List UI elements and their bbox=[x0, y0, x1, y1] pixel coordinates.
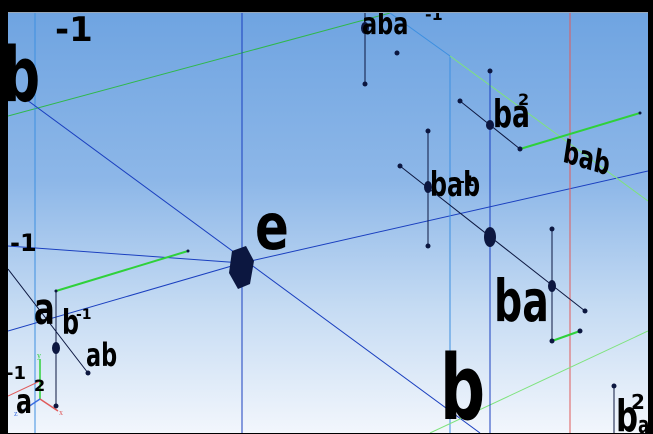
label-b-inv: b bbox=[8, 31, 40, 119]
label-b-inv-small: b bbox=[62, 303, 79, 342]
label-ba: ba bbox=[494, 267, 549, 335]
label-ab: ab bbox=[86, 336, 117, 374]
edge-b-inv-small bbox=[8, 268, 89, 374]
label-b: b bbox=[440, 337, 485, 433]
3d-viewport[interactable]: y x z aba -1 b -1 e ba 2 bab -1 bab ba b… bbox=[8, 12, 648, 433]
node-a bbox=[52, 342, 60, 354]
axis-z-label: z bbox=[14, 409, 18, 418]
node-end-5 bbox=[397, 163, 403, 169]
node-end-1 bbox=[186, 249, 190, 253]
edge-e-right bbox=[241, 170, 648, 264]
label-b-inv-exp: -1 bbox=[55, 13, 93, 50]
label-top-exp: -1 bbox=[425, 13, 443, 24]
node-end-7 bbox=[487, 68, 493, 74]
node-end-4 bbox=[517, 146, 523, 152]
node-end-15 bbox=[394, 50, 400, 56]
label-bab: bab bbox=[561, 132, 613, 183]
label-b2-tail: a bbox=[638, 411, 648, 433]
node-ba2 bbox=[486, 120, 494, 130]
node-end-3 bbox=[638, 111, 642, 115]
green-edge-right bbox=[449, 55, 648, 202]
label-ba2-exp: 2 bbox=[518, 90, 529, 109]
node-end-12 bbox=[549, 338, 555, 344]
label-ba2: ba bbox=[493, 92, 530, 136]
node-end-10 bbox=[582, 308, 588, 314]
node-end-16 bbox=[85, 370, 91, 376]
green-edge-top bbox=[8, 13, 391, 117]
nodes bbox=[52, 22, 642, 409]
label-e: e bbox=[255, 190, 289, 265]
node-labels: aba -1 b -1 e ba 2 bab -1 bab ba b a b -… bbox=[8, 13, 648, 433]
label-b2-exp: 2 bbox=[631, 390, 645, 414]
node-end-14 bbox=[362, 81, 368, 87]
label-bab-inv: bab bbox=[430, 165, 480, 204]
node-end-17 bbox=[53, 403, 59, 409]
node-bab-inv bbox=[424, 181, 432, 193]
label-left-exp: -1 bbox=[10, 229, 37, 257]
label-a2-exp: 2 bbox=[34, 376, 45, 395]
edge-e-left bbox=[8, 245, 243, 264]
node-end-2 bbox=[54, 289, 58, 293]
label-top: aba bbox=[362, 13, 408, 42]
axis-x-label: x bbox=[59, 408, 63, 417]
node-bab bbox=[548, 280, 556, 292]
label-b2: b bbox=[616, 390, 638, 433]
node-end-8 bbox=[425, 128, 431, 134]
edge-bottom-left bbox=[8, 380, 41, 397]
node-end-18 bbox=[611, 383, 617, 389]
green-edges bbox=[55, 112, 641, 342]
green-edge-bab bbox=[551, 330, 581, 342]
node-end-11 bbox=[549, 226, 555, 232]
cayley-graph-scene[interactable]: y x z aba -1 b -1 e ba 2 bab -1 bab ba b… bbox=[8, 13, 648, 433]
green-edge-a bbox=[55, 250, 189, 292]
label-a2: a bbox=[16, 382, 32, 421]
label-a-exp-left: -1 bbox=[8, 363, 26, 384]
label-a: a bbox=[34, 283, 55, 334]
node-ba bbox=[484, 227, 496, 247]
edge-top-right bbox=[389, 13, 451, 57]
node-end-13 bbox=[577, 328, 583, 334]
node-end-9 bbox=[425, 243, 431, 249]
node-e bbox=[229, 246, 254, 289]
axis-y-label: y bbox=[37, 351, 41, 360]
label-b-inv-small-exp: -1 bbox=[76, 307, 92, 323]
green-edge-bottom bbox=[429, 330, 648, 433]
axes-gizmo[interactable]: y x z bbox=[14, 351, 63, 418]
label-bab-inv-exp: -1 bbox=[459, 174, 475, 190]
axis-x-line bbox=[39, 398, 59, 412]
green-edge-ba2 bbox=[519, 112, 641, 150]
node-end-6 bbox=[457, 98, 463, 104]
node-top bbox=[361, 22, 369, 34]
axis-z-line bbox=[21, 398, 41, 412]
